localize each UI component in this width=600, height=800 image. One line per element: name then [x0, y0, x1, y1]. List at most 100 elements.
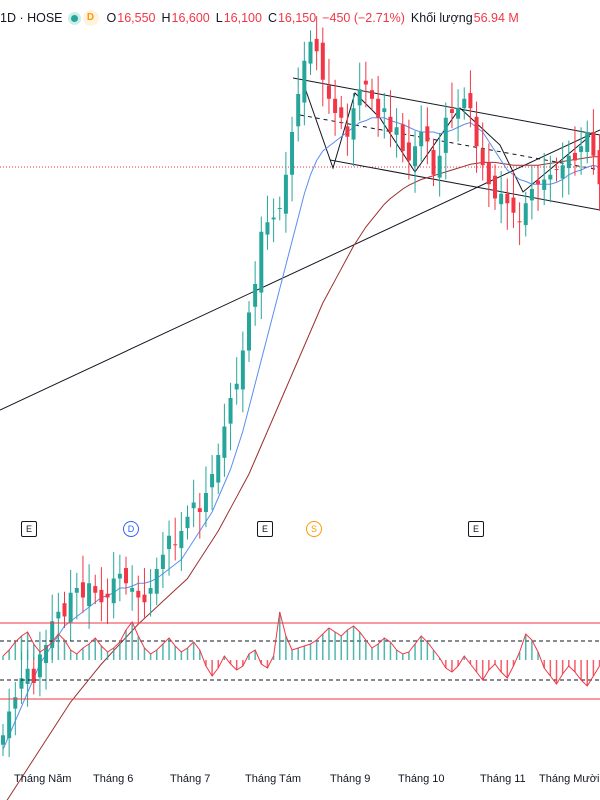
candle-body [351, 108, 356, 140]
candle-body [117, 573, 122, 579]
volume-value: 56.94 M [473, 11, 519, 25]
candle-body [499, 193, 504, 205]
candle-body [216, 455, 221, 483]
candle-body [99, 589, 104, 603]
candle-body [130, 588, 135, 592]
candle-body [290, 132, 295, 175]
candle-body [566, 155, 571, 169]
candle-body [179, 531, 184, 549]
candle-body [13, 697, 18, 709]
candle-body [517, 221, 522, 223]
candle-body [62, 603, 67, 617]
candle-body [456, 108, 461, 119]
candle-body [505, 193, 510, 204]
candle-body [87, 583, 92, 607]
channel-lower[interactable] [329, 159, 600, 211]
candle-body [486, 162, 491, 185]
channel-mid[interactable] [299, 114, 600, 171]
candle-body [443, 117, 448, 153]
candle-body [1, 735, 5, 745]
candle-body [74, 588, 79, 593]
candle-body [493, 175, 497, 199]
split-event-icon[interactable]: S [306, 521, 322, 537]
candle-body [437, 155, 442, 178]
candle-body [185, 516, 190, 529]
candle-body [203, 493, 208, 512]
candle-body [572, 152, 577, 161]
candle-body [585, 132, 590, 152]
candle-body [326, 85, 331, 99]
dividend-event-icon[interactable]: D [123, 521, 139, 537]
earnings-event-icon[interactable]: E [468, 521, 484, 537]
earnings-event-icon[interactable]: E [257, 521, 273, 537]
data-badge[interactable]: D [82, 10, 99, 26]
candle-body [388, 116, 393, 132]
candle-body [320, 42, 325, 80]
candle-body [406, 142, 411, 161]
month-tick-label: Tháng 7 [170, 773, 211, 785]
candle-body [37, 654, 42, 678]
chart-legend: 1D · HOSE D O 16,550 H 16,600 L 16,100 C… [0, 8, 525, 28]
candle-body [363, 80, 368, 85]
candle-body [173, 544, 178, 546]
candle-body [247, 312, 251, 351]
ma-fast-line [2, 117, 600, 750]
candle-body [579, 146, 584, 152]
candle-body [259, 231, 264, 293]
moving-averages [2, 117, 600, 800]
candle-body [542, 179, 547, 190]
candle-body [80, 582, 85, 598]
candle-body [413, 146, 418, 167]
candle-body [105, 593, 110, 598]
month-tick-label: Tháng 6 [93, 773, 134, 785]
symbol-label[interactable]: 1D · HOSE [0, 11, 63, 25]
trendlines[interactable] [0, 77, 600, 411]
candle-body [25, 668, 30, 684]
change-value: −450 (−2.71%) [322, 11, 405, 25]
candle-body [333, 98, 338, 113]
candle-body [597, 150, 600, 185]
candle-body [154, 569, 159, 594]
candle-body [591, 132, 596, 156]
candle-body [536, 180, 541, 185]
candle-body [462, 98, 467, 109]
low-value: 16,100 [223, 11, 262, 25]
candle-body [253, 284, 258, 307]
month-tick-label: Tháng 10 [398, 773, 445, 785]
candle-body [370, 90, 374, 99]
month-tick-label: Tháng Tám [245, 773, 302, 785]
candle-body [382, 108, 387, 113]
candle-body [560, 165, 565, 179]
candle-body [283, 174, 288, 214]
candles [1, 16, 600, 758]
candle-body [68, 592, 73, 623]
candle-body [197, 508, 202, 512]
candle-body [148, 588, 153, 594]
candle-body [345, 126, 350, 137]
candle-body [425, 126, 430, 142]
candle-body [240, 350, 245, 390]
candle-body [7, 711, 12, 739]
candle-body [357, 89, 362, 106]
earnings-event-icon[interactable]: E [21, 521, 37, 537]
candle-body [400, 124, 405, 151]
month-tick-label: Tháng 11 [480, 773, 526, 785]
volume-label: Khối lượng [410, 11, 473, 25]
candle-body [529, 189, 534, 201]
candle-body [271, 217, 276, 220]
candle-body [210, 474, 215, 488]
month-tick-label: Tháng 9 [330, 773, 371, 785]
candle-body [480, 149, 485, 166]
candle-body [474, 116, 479, 147]
candle-body [234, 383, 239, 390]
candle-body [296, 94, 301, 127]
candle-body [511, 197, 516, 213]
candle-body [265, 222, 270, 235]
candle-body [124, 568, 128, 584]
trendline-support[interactable] [0, 129, 600, 411]
channel-upper[interactable] [292, 77, 600, 136]
candle-body [19, 678, 24, 689]
open-label: O [106, 11, 117, 25]
candle-body [31, 668, 36, 683]
